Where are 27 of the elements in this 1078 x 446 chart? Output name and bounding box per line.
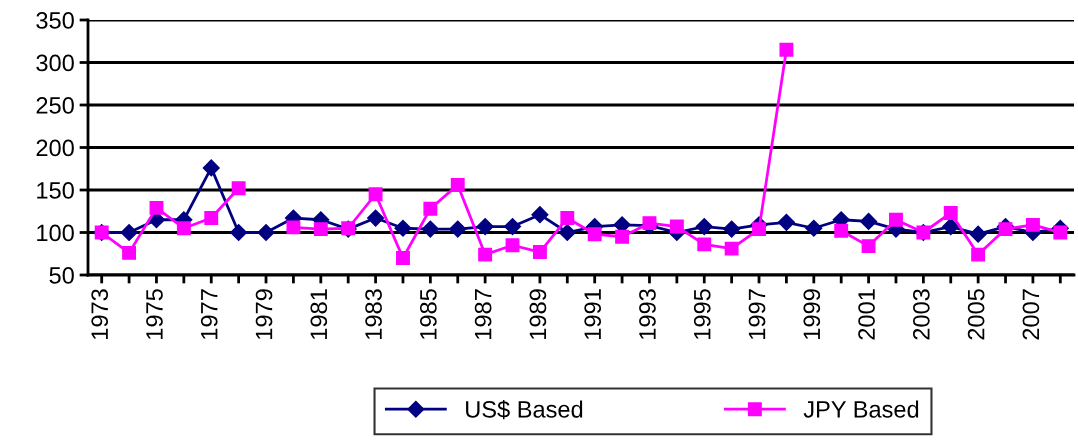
x-tick-label: 1987	[474, 289, 492, 339]
x-tick-label: 1985	[419, 289, 437, 339]
y-tick-label: 250	[36, 97, 74, 114]
y-tick-label: 150	[37, 182, 74, 199]
x-tick-label: 2001	[858, 289, 875, 340]
x-tick-label: 1979	[255, 289, 273, 339]
x-tick-label: 1977	[200, 289, 218, 339]
x-tick-label: 2005	[967, 289, 985, 340]
x-tick-label: 1975	[146, 289, 163, 339]
x-tick-label: 1999	[803, 289, 821, 339]
y-tick-label: 300	[36, 54, 74, 72]
x-tick-label: 2003	[912, 289, 930, 340]
x-tick-label: 1989	[529, 289, 547, 339]
y-tick-label: 200	[36, 139, 74, 157]
x-tick-label: 2007	[1022, 289, 1040, 340]
legend-label: US$ Based	[466, 400, 583, 420]
y-tick-label: 350	[36, 12, 74, 29]
x-tick-label: 1995	[693, 289, 711, 339]
legend-label: JPY Based	[803, 400, 919, 418]
x-tick-label: 1993	[639, 289, 656, 339]
x-tick-label: 1997	[748, 289, 766, 339]
x-tick-label: 1981	[310, 289, 328, 339]
y-tick-label: 100	[37, 224, 74, 242]
x-tick-label: 1973	[91, 289, 109, 339]
y-tick-label: 50	[49, 267, 74, 284]
x-tick-label: 1983	[365, 289, 382, 339]
x-tick-label: 1991	[584, 289, 602, 339]
